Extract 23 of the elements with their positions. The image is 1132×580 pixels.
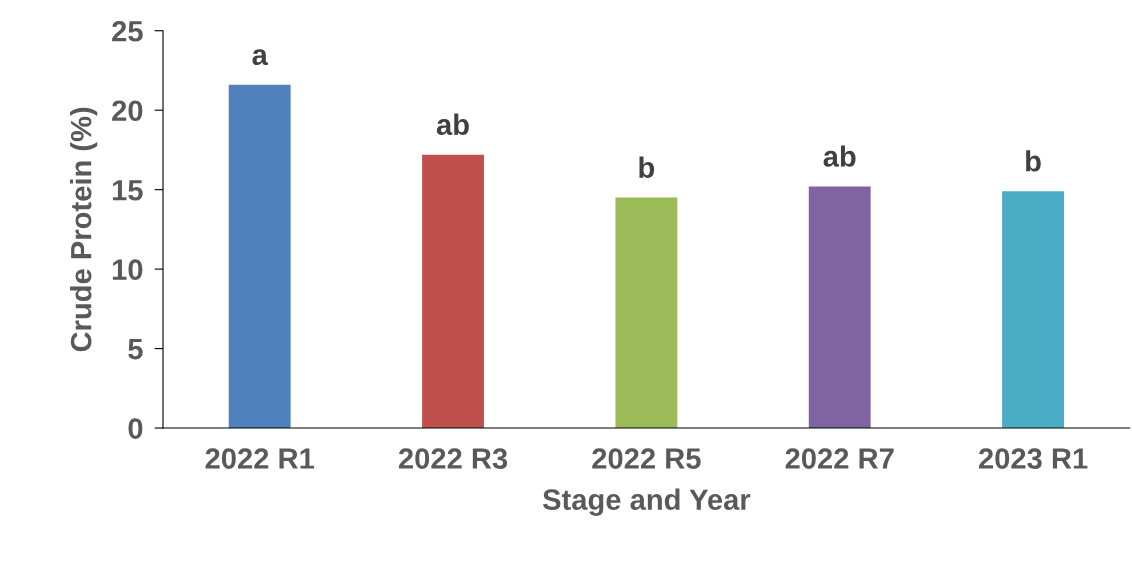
bar [615, 197, 678, 429]
x-axis-title: Stage and Year [542, 488, 751, 516]
y-tick-label: 10 [112, 259, 143, 280]
y-tick-label: 15 [112, 180, 143, 201]
annotation: ab [823, 145, 856, 167]
bar [1002, 191, 1064, 429]
annotation: b [1026, 150, 1041, 172]
x-tick-label: 2023 R1 [978, 448, 1088, 469]
bar [808, 186, 871, 429]
annotation: a [252, 49, 268, 66]
y-tick-label: 25 [112, 20, 143, 42]
bar [422, 154, 484, 429]
x-tick-label: 2022 R7 [785, 448, 894, 469]
y-tick-label: 20 [112, 100, 143, 122]
y-tick-label: 0 [128, 418, 143, 439]
x-tick-label: 2022 R5 [592, 448, 701, 469]
x-tick-label: 2022 R3 [398, 448, 508, 469]
bar [228, 84, 291, 429]
y-axis-title: Crude Protein (%) [70, 107, 98, 352]
annotation: ab [436, 113, 469, 136]
x-tick-label: 2022 R1 [205, 448, 315, 469]
annotation: b [639, 156, 655, 178]
y-tick-label: 5 [128, 339, 143, 360]
